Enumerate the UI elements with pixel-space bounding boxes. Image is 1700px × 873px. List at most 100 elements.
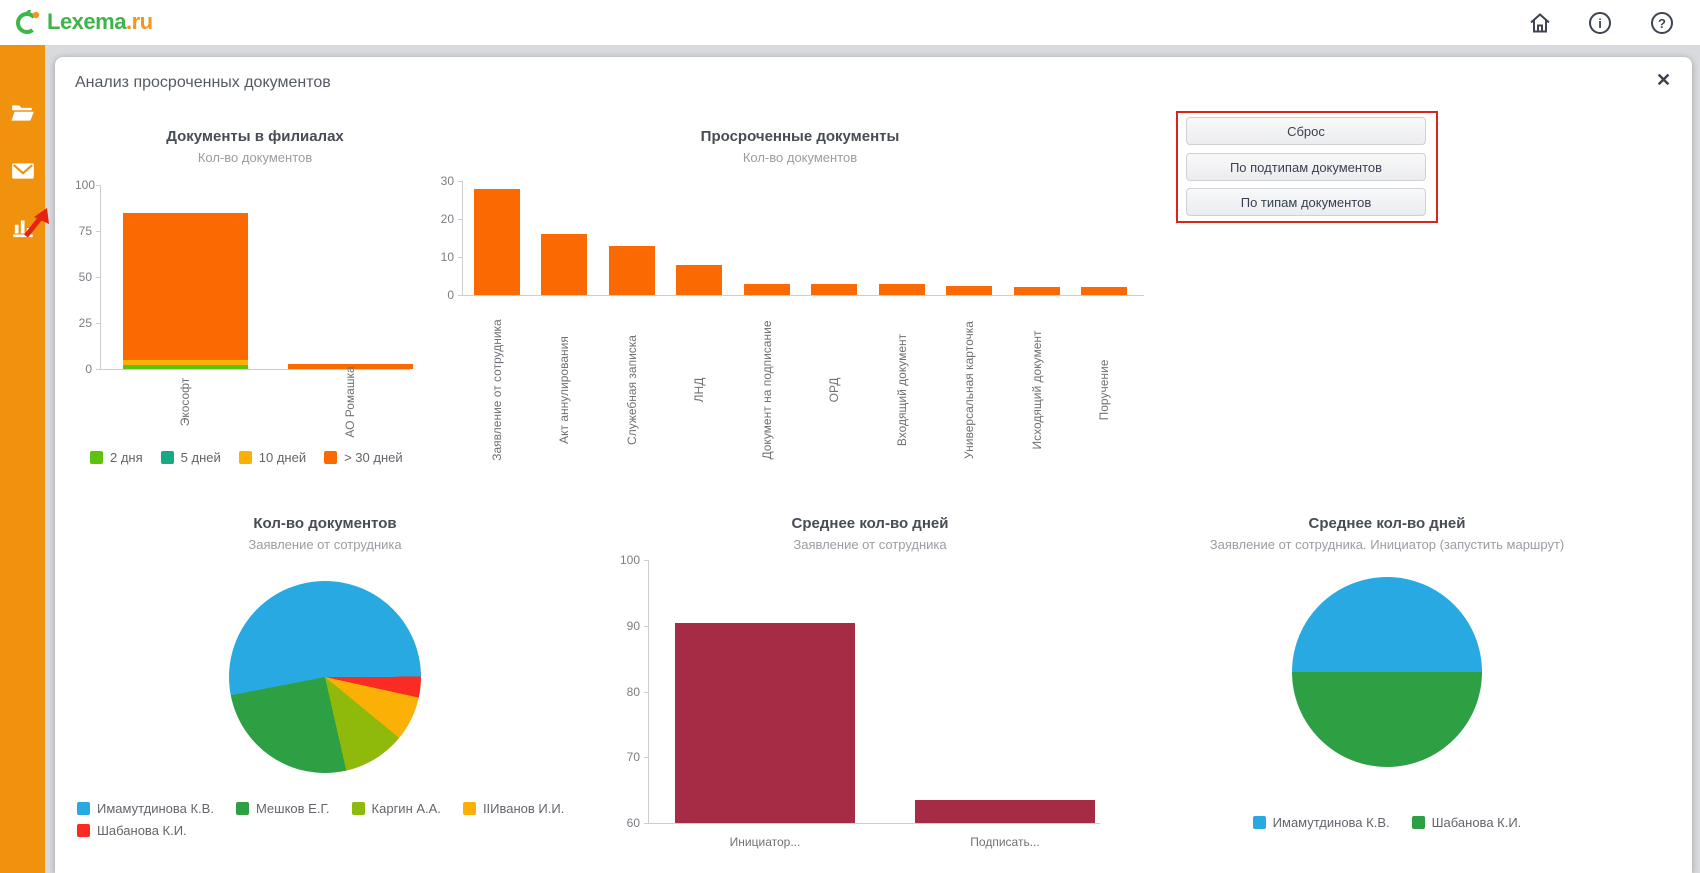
legend-item[interactable]: Шабанова К.И. [77,823,187,838]
y-tick [644,691,648,693]
chart-legend: 2 дня 5 дней 10 дней > 30 дней [90,450,403,465]
legend-item[interactable]: Мешков Е.Г. [235,801,330,816]
by-subtypes-button[interactable]: По подтипам документов [1186,153,1426,181]
pie[interactable] [229,581,421,773]
y-tick [96,185,100,186]
y-tick-label: 0 [85,362,92,376]
legend-swatch [462,802,476,815]
legend-label: Мешков Е.Г. [255,801,330,816]
bar-Универсальная карточка[interactable] [946,285,992,295]
legend-item[interactable]: IIИванов И.И. [462,801,565,816]
chart-subtitle: Заявление от сотрудника [793,537,947,552]
chart-title: Кол-во документов [253,515,397,532]
y-axis [100,185,101,369]
bar-ОРД[interactable] [811,283,857,295]
chart-title: Среднее кол-во дней [1308,515,1466,532]
lexema-logo[interactable]: Lexema.ru [14,8,153,36]
annotation-box [1176,111,1438,223]
y-tick-label: 80 [626,684,640,699]
y-tick [644,625,648,627]
info-icon[interactable]: i [1588,11,1612,35]
y-tick [644,823,648,824]
x-category-label: Подписать... [970,835,1040,849]
x-category-label: Универсальная карточка [962,321,976,459]
y-tick [644,757,648,759]
bar-segment-Экософт[interactable] [122,365,248,369]
x-category-label: Экософт [178,377,192,427]
by-types-button[interactable]: По типам документов [1186,188,1426,216]
legend-label: 2 дня [110,450,143,465]
chart-document-count-pie: Кол-во документов Заявление от сотрудник… [65,505,585,860]
x-category-label: Поручение [1097,359,1111,421]
chart-average-days-bar: Среднее кол-во дней Заявление от сотрудн… [600,505,1140,860]
bar-Акт аннулирования[interactable] [541,234,587,295]
chart-subtitle: Заявление от сотрудника. Инициатор (запу… [1209,537,1565,552]
bar-Инициатор...[interactable] [675,623,855,823]
legend-item[interactable]: 5 дней [160,450,221,465]
legend-swatch [351,802,365,815]
bar-segment-АО Ромашка[interactable] [287,364,413,369]
page-title: Анализ просроченных документов [75,74,331,91]
pie[interactable] [1292,577,1482,767]
chart-subtitle: Заявление от сотрудника [248,537,402,552]
y-tick-label: 100 [619,553,640,567]
y-tick [96,231,100,232]
y-tick [458,181,462,182]
bar-Документ на подписание[interactable] [744,283,790,295]
legend-label: Имамутдинова К.В. [97,801,214,816]
bar-Заявление от сотрудника[interactable] [474,188,520,295]
legend-item[interactable]: Имамутдинова К.В. [77,801,214,816]
legend-item[interactable]: 10 дней [238,450,307,465]
bar-Исходящий документ[interactable] [1014,287,1060,295]
chart-subtitle: Кол-во документов [742,150,858,165]
x-category-label: Исходящий документ [1030,330,1044,450]
bar-Служебная записка[interactable] [609,245,655,295]
y-tick [458,295,462,296]
legend-label: 10 дней [258,450,307,465]
bar-Подписать...[interactable] [915,799,1095,823]
top-bar: Lexema.ru i ? [0,0,1700,45]
legend-label: > 30 дней [344,450,403,465]
bar-segment-Экософт[interactable] [122,212,248,360]
chart-overdue-documents: Просроченные документы Кол-во документов… [440,118,1160,468]
x-axis [462,295,1144,296]
x-category-label: ОРД [827,377,841,403]
sidebar-item-mail[interactable] [10,158,36,184]
chart-documents-in-branches: Документы в филиалах Кол-во документов 0… [75,118,435,480]
close-icon[interactable]: ✕ [1656,70,1672,90]
bar-Поручение[interactable] [1081,287,1127,295]
x-axis [100,369,410,370]
legend-label: Шабанова К.И. [1431,815,1522,830]
legend-swatch [238,451,252,464]
help-icon[interactable]: ? [1650,11,1674,35]
legend-item[interactable]: Шабанова К.И. [1411,815,1522,830]
y-tick [96,277,100,278]
legend-swatch [324,451,338,464]
y-tick-label: 75 [78,224,92,238]
home-icon[interactable] [1528,11,1552,35]
sidebar [0,45,45,873]
bar-ЛНД[interactable] [676,264,722,295]
legend-item[interactable]: Имамутдинова К.В. [1252,815,1390,830]
legend-label: IIИванов И.И. [482,801,565,816]
legend-row: Имамутдинова К.В. Шабанова К.И. [1107,815,1667,830]
legend-swatch [77,824,90,837]
y-tick-label: 30 [440,174,454,188]
sidebar-item-documents[interactable] [10,100,36,126]
legend-item[interactable]: Каргин А.А. [351,801,441,816]
y-tick-label: 50 [78,270,92,284]
chart-legend: Имамутдинова К.В. Шабанова К.И. [1107,815,1667,830]
legend-item[interactable]: > 30 дней [324,450,403,465]
chart-title: Документы в филиалах [166,128,344,145]
y-axis [648,560,649,823]
x-category-label: Входящий документ [895,333,909,447]
y-tick [96,369,100,370]
legend-label: Имамутдинова К.В. [1272,815,1390,830]
bar-Входящий документ[interactable] [879,283,925,295]
legend-swatch [160,451,174,464]
y-tick-label: 20 [440,212,454,226]
bar-segment-Экософт[interactable] [122,359,248,366]
x-category-label: ЛНД [692,377,706,403]
legend-item[interactable]: 2 дня [90,450,143,465]
reset-button[interactable]: Сброс [1186,117,1426,145]
